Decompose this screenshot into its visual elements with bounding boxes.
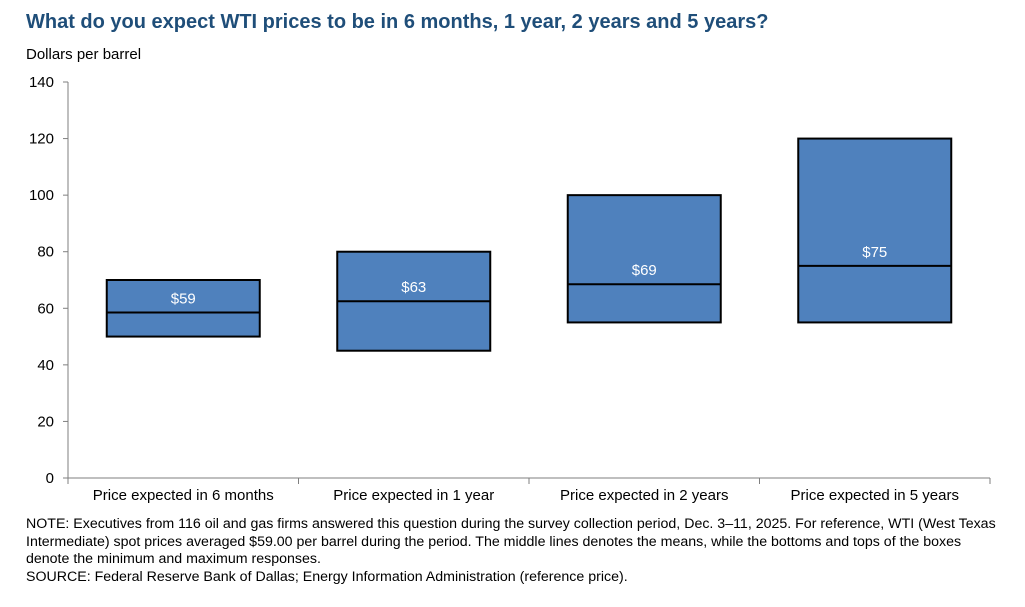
y-tick-label: 100 <box>29 187 54 204</box>
source-text: SOURCE: Federal Reserve Bank of Dallas; … <box>26 568 628 585</box>
x-tick-label: Price expected in 6 months <box>93 487 274 504</box>
y-tick-label: 0 <box>46 470 54 487</box>
x-tick-label: Price expected in 1 year <box>333 487 494 504</box>
x-tick-label: Price expected in 5 years <box>791 487 959 504</box>
y-tick-label: 140 <box>29 74 54 91</box>
x-axis: Price expected in 6 months Price expected… <box>67 477 991 504</box>
range-box <box>105 279 261 338</box>
y-axis-unit-label: Dollars per barrel <box>26 46 142 63</box>
range-box <box>797 137 953 324</box>
chart-title: What do you expect WTI prices to be in 6… <box>26 11 769 33</box>
mean-data-label: $75 <box>862 244 887 261</box>
range-box <box>566 194 722 324</box>
y-tick-label: 120 <box>29 131 54 148</box>
y-tick-label: 20 <box>37 413 54 430</box>
box-series: $59 $63 $69 $75 <box>105 137 953 352</box>
y-tick-label: 40 <box>37 357 54 374</box>
mean-data-label: $59 <box>171 291 196 308</box>
y-axis: 0 20 40 60 80 100 120 140 <box>29 74 69 487</box>
notes-block: NOTE: Executives from 116 oil and gas fi… <box>26 516 1001 586</box>
x-tick-label: Price expected in 2 years <box>560 487 728 504</box>
y-tick-label: 60 <box>37 300 54 317</box>
note-text: NOTE: Executives from 116 oil and gas fi… <box>26 516 996 567</box>
mean-data-label: $63 <box>401 279 426 296</box>
mean-data-label: $69 <box>632 262 657 279</box>
y-tick-label: 80 <box>37 244 54 261</box>
